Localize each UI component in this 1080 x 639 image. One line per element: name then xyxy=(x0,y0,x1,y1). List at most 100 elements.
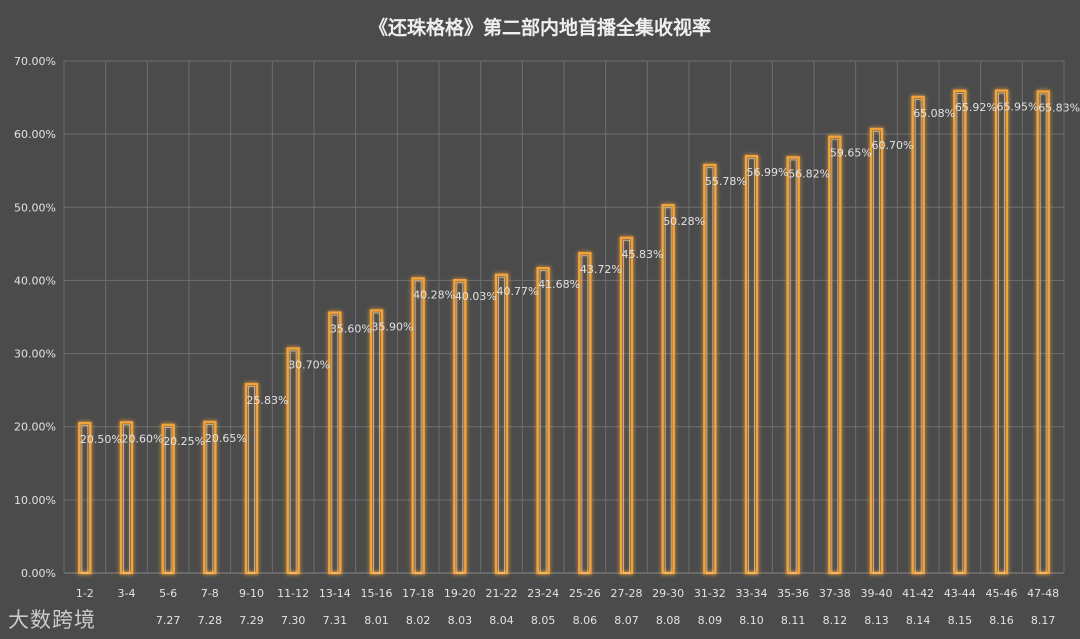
x-date-label: 7.28 xyxy=(198,614,223,627)
data-label: 20.60% xyxy=(122,432,164,445)
data-label: 35.90% xyxy=(372,320,414,333)
bar-inner-edge xyxy=(456,282,464,574)
x-tick-label: 35-36 xyxy=(777,587,809,600)
x-date-label: 7.31 xyxy=(323,614,348,627)
bar xyxy=(286,347,300,575)
bar-inner-edge xyxy=(831,138,839,574)
data-label: 65.08% xyxy=(913,107,955,120)
x-date-label: 8.12 xyxy=(823,614,848,627)
x-date-label: 8.09 xyxy=(698,614,723,627)
bar xyxy=(828,135,842,575)
bar-inner-edge xyxy=(206,424,214,574)
bar-inner-edge xyxy=(581,255,589,574)
x-tick-label: 21-22 xyxy=(486,587,518,600)
y-tick-label: 50.00% xyxy=(14,201,56,214)
x-tick-label: 5-6 xyxy=(159,587,177,600)
y-tick-label: 10.00% xyxy=(14,494,56,507)
y-tick-label: 70.00% xyxy=(14,55,56,68)
watermark-text: 大数跨境 xyxy=(8,608,96,632)
x-date-label: 8.05 xyxy=(531,614,556,627)
y-tick-label: 40.00% xyxy=(14,274,56,287)
x-tick-label: 31-32 xyxy=(694,587,726,600)
bar-inner-edge xyxy=(623,239,630,574)
data-label: 41.68% xyxy=(538,278,580,291)
bar-inner-edge xyxy=(998,92,1005,574)
bar xyxy=(244,382,259,575)
chart-title: 《还珠格格》第二部内地首播全集收视率 xyxy=(369,16,711,39)
bar xyxy=(953,89,967,575)
bar-inner-edge xyxy=(664,207,672,574)
bar-inner-edge xyxy=(1039,93,1047,574)
bar xyxy=(786,156,800,575)
x-date-label: 8.04 xyxy=(489,614,514,627)
x-date-label: 8.02 xyxy=(406,614,431,627)
x-date-label: 8.17 xyxy=(1031,614,1056,627)
bar xyxy=(744,154,759,575)
x-date-label: 8.16 xyxy=(989,614,1014,627)
x-tick-label: 9-10 xyxy=(239,587,264,600)
bar xyxy=(369,309,384,575)
bar-inner-edge xyxy=(539,270,547,574)
bar-inner-edge xyxy=(789,159,797,574)
x-date-label: 7.27 xyxy=(156,614,181,627)
bar xyxy=(411,277,425,575)
data-label: 65.83% xyxy=(1038,102,1080,115)
x-tick-label: 1-2 xyxy=(76,587,94,600)
data-label: 25.83% xyxy=(247,394,289,407)
data-label: 65.95% xyxy=(997,101,1039,114)
x-tick-label: 39-40 xyxy=(861,587,893,600)
y-tick-label: 0.00% xyxy=(21,567,56,580)
bar xyxy=(1036,90,1050,575)
data-label: 59.65% xyxy=(830,147,872,160)
x-date-label: 8.06 xyxy=(573,614,598,627)
bar xyxy=(661,204,675,575)
y-tick-label: 60.00% xyxy=(14,128,56,141)
bar xyxy=(703,163,717,575)
y-tick-label: 20.00% xyxy=(14,421,56,434)
data-label: 55.78% xyxy=(705,175,747,188)
bar xyxy=(578,252,592,575)
data-label: 20.25% xyxy=(163,435,205,448)
data-label: 65.92% xyxy=(955,101,997,114)
bar-inner-edge xyxy=(164,426,172,574)
x-date-label: 8.10 xyxy=(739,614,764,627)
x-date-label: 8.01 xyxy=(364,614,389,627)
x-date-label: 8.11 xyxy=(781,614,806,627)
data-label: 40.28% xyxy=(413,288,455,301)
bar-inner-edge xyxy=(956,92,964,574)
x-tick-label: 17-18 xyxy=(402,587,434,600)
bar-inner-edge xyxy=(289,350,297,574)
x-date-label: 7.30 xyxy=(281,614,306,627)
data-label: 56.82% xyxy=(788,167,830,180)
x-tick-label: 33-34 xyxy=(736,587,768,600)
x-tick-label: 3-4 xyxy=(118,587,136,600)
bar-inner-edge xyxy=(498,276,505,574)
bar xyxy=(328,311,342,575)
x-tick-label: 37-38 xyxy=(819,587,851,600)
bar xyxy=(494,273,509,575)
x-tick-label: 23-24 xyxy=(527,587,559,600)
x-date-label: 8.15 xyxy=(948,614,973,627)
y-tick-label: 30.00% xyxy=(14,348,56,361)
x-tick-label: 13-14 xyxy=(319,587,351,600)
data-label: 45.83% xyxy=(622,248,664,261)
watermark-logo: 大数跨境 xyxy=(8,604,96,634)
data-label: 20.65% xyxy=(205,432,247,445)
x-tick-label: 15-16 xyxy=(361,587,393,600)
data-label: 40.77% xyxy=(497,285,539,298)
data-label: 35.60% xyxy=(330,323,372,336)
bar xyxy=(994,89,1009,575)
data-label: 20.50% xyxy=(80,433,122,446)
x-date-label: 8.14 xyxy=(906,614,931,627)
x-date-label: 8.08 xyxy=(656,614,681,627)
x-tick-label: 11-12 xyxy=(277,587,309,600)
x-date-label: 8.07 xyxy=(614,614,639,627)
bar-inner-edge xyxy=(748,158,755,574)
bar xyxy=(911,95,925,575)
data-label: 50.28% xyxy=(663,215,705,228)
bar xyxy=(619,236,634,575)
bar-inner-edge xyxy=(331,314,339,574)
bar-inner-edge xyxy=(373,312,380,574)
data-label: 60.70% xyxy=(872,139,914,152)
x-date-label: 8.03 xyxy=(448,614,473,627)
